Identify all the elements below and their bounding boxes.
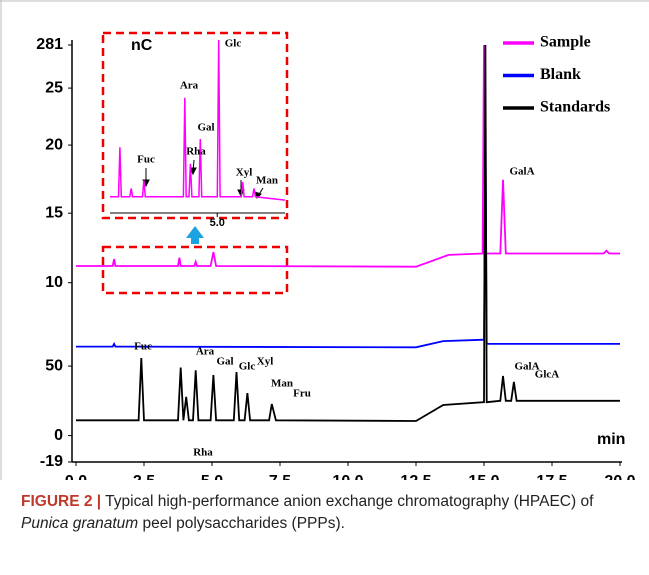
y-tick-label: 25 bbox=[45, 79, 63, 96]
caption-label: FIGURE 2 | bbox=[21, 493, 102, 510]
legend-label: Blank bbox=[540, 66, 581, 83]
peak-label: Gal bbox=[197, 122, 214, 134]
peak-label: Man bbox=[256, 175, 278, 187]
x-tick-label: 5.0 bbox=[201, 473, 223, 480]
peak-label: Rha bbox=[193, 447, 213, 459]
peak-label: Glc bbox=[239, 361, 256, 373]
peak-label: Ara bbox=[180, 80, 199, 92]
y-tick-label: 0 bbox=[54, 427, 63, 444]
caption-text: peel polysaccharides (PPPs). bbox=[142, 515, 345, 532]
trace bbox=[76, 44, 620, 422]
peak-label: Xyl bbox=[236, 167, 253, 179]
y-tick-label: 50 bbox=[45, 357, 63, 374]
x-tick-label: 0.0 bbox=[65, 473, 87, 480]
peak-label: Fuc bbox=[134, 341, 152, 353]
peak-label: Fuc bbox=[137, 154, 155, 166]
y-axis-label: nC bbox=[131, 37, 153, 54]
peak-label: GlcA bbox=[535, 369, 559, 381]
peak-label: GalA bbox=[514, 361, 539, 373]
legend-label: Standards bbox=[540, 99, 610, 116]
x-tick-label: 20.0 bbox=[604, 473, 635, 480]
caption: FIGURE 2 | Typical high-performance anio… bbox=[21, 491, 633, 535]
zoom-box bbox=[101, 245, 289, 295]
peak-label: Man bbox=[271, 378, 293, 390]
trace bbox=[76, 44, 620, 268]
x-axis-label: min bbox=[597, 431, 625, 448]
chart: nC min 0.0 2.5 5.0 7.5 10.0 12.5 15.0 17.5 20.0 -… bbox=[0, 0, 649, 480]
inset-box bbox=[101, 31, 289, 220]
zoom-arrow bbox=[186, 226, 204, 244]
x-tick-label: 12.5 bbox=[400, 473, 431, 480]
caption-text: Typical high-performance anion exchange … bbox=[105, 493, 594, 510]
peak-label: Rha bbox=[186, 146, 206, 158]
caption-species: Punica granatum bbox=[21, 515, 139, 532]
x-tick-label: 15.0 bbox=[468, 473, 499, 480]
y-tick-label: 10 bbox=[45, 274, 63, 291]
x-tick-label: 2.5 bbox=[133, 473, 155, 480]
x-tick-label: 17.5 bbox=[536, 473, 567, 480]
trace bbox=[76, 125, 620, 349]
y-tick-label: 281 bbox=[36, 36, 63, 53]
peak-label: Glc bbox=[225, 38, 242, 50]
peak-label: Xyl bbox=[257, 356, 274, 368]
trace bbox=[110, 39, 286, 201]
x-tick-label: 5.0 bbox=[210, 217, 225, 229]
x-tick-label: 7.5 bbox=[269, 473, 291, 480]
y-tick-label: 20 bbox=[45, 136, 63, 153]
legend-label: Sample bbox=[540, 34, 591, 51]
peak-label: GalA bbox=[509, 166, 534, 178]
peak-label: Fru bbox=[293, 388, 311, 400]
peak-label: Gal bbox=[216, 356, 233, 368]
y-tick-label: -19 bbox=[40, 453, 63, 470]
y-tick-label: 15 bbox=[45, 204, 63, 221]
peak-label: Ara bbox=[196, 346, 215, 358]
x-tick-label: 10.0 bbox=[332, 473, 363, 480]
